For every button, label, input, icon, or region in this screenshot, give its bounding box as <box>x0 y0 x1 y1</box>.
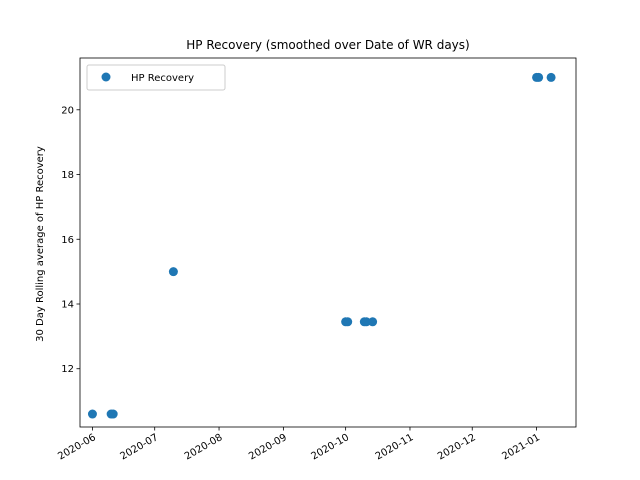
x-tick-label: 2020-10 <box>309 432 351 462</box>
x-tick-label: 2020-06 <box>56 432 98 462</box>
data-point <box>361 317 371 327</box>
y-tick-label: 16 <box>61 235 74 246</box>
legend-label: HP Recovery <box>131 73 194 84</box>
data-point <box>108 409 118 419</box>
y-axis-label: 30 Day Rolling average of HP Recovery <box>35 146 46 342</box>
plot-area: 12 14 16 18 20 2020-06 2020-07 2020-08 2020-09 20… <box>56 72 556 462</box>
y-tick-label: 18 <box>61 170 74 181</box>
x-tick-label: 2021-01 <box>500 432 542 462</box>
x-tick-label: 2020-12 <box>436 432 478 462</box>
y-tick-label: 14 <box>61 300 74 311</box>
x-tick-label: 2020-08 <box>183 432 225 462</box>
y-tick-label: 20 <box>61 105 74 116</box>
x-tick-label: 2020-09 <box>247 432 289 462</box>
y-tick-label: 12 <box>61 364 74 375</box>
x-tick-label: 2020-07 <box>119 432 161 462</box>
data-point <box>87 409 97 419</box>
legend-marker <box>101 72 111 82</box>
data-point <box>168 267 178 277</box>
data-point <box>546 72 556 82</box>
plot-frame <box>79 57 577 428</box>
legend-box <box>86 64 226 91</box>
legend: HP Recovery <box>86 64 226 91</box>
data-point <box>368 317 378 327</box>
x-tick-label: 2020-11 <box>374 432 416 462</box>
data-point <box>343 317 353 327</box>
chart-title: HP Recovery (smoothed over Date of WR da… <box>186 38 469 52</box>
data-point <box>534 72 544 82</box>
